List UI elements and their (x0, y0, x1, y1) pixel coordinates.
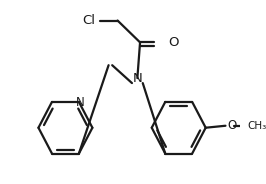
Text: Cl: Cl (82, 14, 95, 27)
Text: O: O (227, 119, 236, 132)
Text: N: N (132, 72, 142, 85)
Text: N: N (76, 96, 85, 109)
Text: CH₃: CH₃ (247, 121, 266, 131)
Text: O: O (168, 36, 178, 49)
